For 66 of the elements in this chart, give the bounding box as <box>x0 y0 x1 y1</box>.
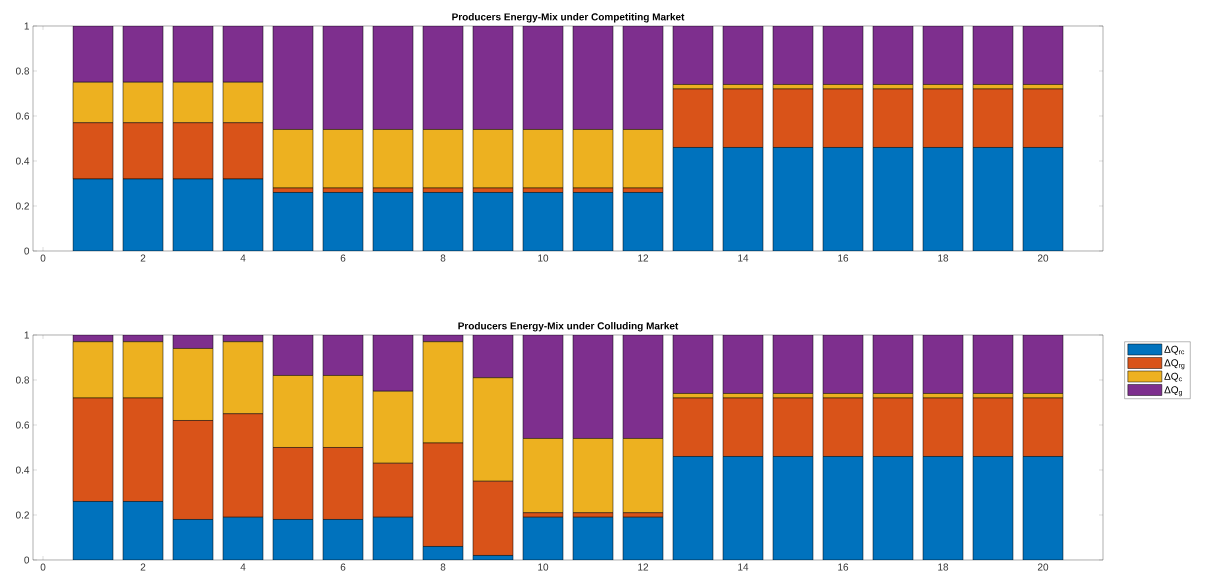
bar <box>722 334 764 394</box>
bar <box>672 25 714 85</box>
legend-label: ΔQ$_{rc}$ <box>1164 345 1185 355</box>
bar <box>822 334 864 394</box>
bar <box>772 25 814 85</box>
bar <box>522 516 564 560</box>
bar <box>672 334 714 394</box>
bar <box>572 516 614 560</box>
y-tick-label: 0.4 <box>15 466 30 474</box>
chart-title: Producers Energy-Mix under Competiting Market <box>452 13 685 23</box>
x-tick-label: 6 <box>340 254 346 262</box>
bar <box>1022 334 1064 394</box>
x-tick-label: 14 <box>738 254 749 262</box>
bar <box>622 516 664 560</box>
x-tick-label: 20 <box>1037 563 1049 571</box>
x-tick-label: 16 <box>838 254 849 262</box>
x-tick-label: 10 <box>538 563 549 571</box>
legend-label: ΔQ$_{c}$ <box>1164 372 1182 382</box>
x-tick-label: 18 <box>938 563 949 571</box>
bar <box>622 334 664 439</box>
x-tick-label: 10 <box>538 254 549 262</box>
x-tick-label: 20 <box>1037 254 1049 262</box>
x-tick-label: 14 <box>738 563 749 571</box>
chart-title: Producers Energy-Mix under Colluding Market <box>458 322 679 332</box>
x-tick-label: 8 <box>440 254 446 262</box>
y-tick-label: 0 <box>24 556 30 564</box>
y-tick-label: 0.4 <box>15 157 30 165</box>
y-tick-label: 1 <box>24 22 29 30</box>
bar <box>272 334 314 376</box>
bar <box>522 334 564 439</box>
x-tick-label: 6 <box>340 563 346 571</box>
bar <box>372 334 414 392</box>
bar <box>972 334 1014 394</box>
bar <box>922 25 964 85</box>
x-tick-label: 0 <box>40 254 46 262</box>
bar <box>872 334 914 394</box>
x-tick-label: 4 <box>240 254 246 262</box>
x-tick-label: 18 <box>938 254 949 262</box>
y-tick-label: 0.6 <box>15 421 30 429</box>
y-tick-label: 0.2 <box>15 511 29 519</box>
y-tick-label: 0 <box>24 247 30 255</box>
x-tick-label: 4 <box>240 563 246 571</box>
bar <box>1022 25 1064 85</box>
y-tick-label: 0.6 <box>15 112 30 120</box>
y-tick-label: 1 <box>24 331 29 339</box>
x-tick-label: 2 <box>140 563 146 571</box>
bar <box>822 25 864 85</box>
x-tick-label: 16 <box>838 563 849 571</box>
bar <box>872 25 914 85</box>
y-tick-label: 0.8 <box>15 67 30 75</box>
x-tick-label: 8 <box>440 563 446 571</box>
bar <box>972 25 1014 85</box>
x-tick-label: 2 <box>140 254 146 262</box>
bar <box>922 334 964 394</box>
x-tick-label: 0 <box>40 563 46 571</box>
bar <box>572 334 614 439</box>
y-tick-label: 0.8 <box>15 376 30 384</box>
bar <box>772 334 814 394</box>
x-tick-label: 12 <box>638 254 649 262</box>
bar <box>722 25 764 85</box>
legend-label: ΔQ$_{g}$ <box>1164 386 1182 397</box>
bar <box>472 334 514 378</box>
bar <box>322 334 364 376</box>
legend-label: ΔQ$_{rg}$ <box>1164 359 1185 370</box>
x-tick-label: 12 <box>638 563 649 571</box>
y-tick-label: 0.2 <box>15 202 29 210</box>
